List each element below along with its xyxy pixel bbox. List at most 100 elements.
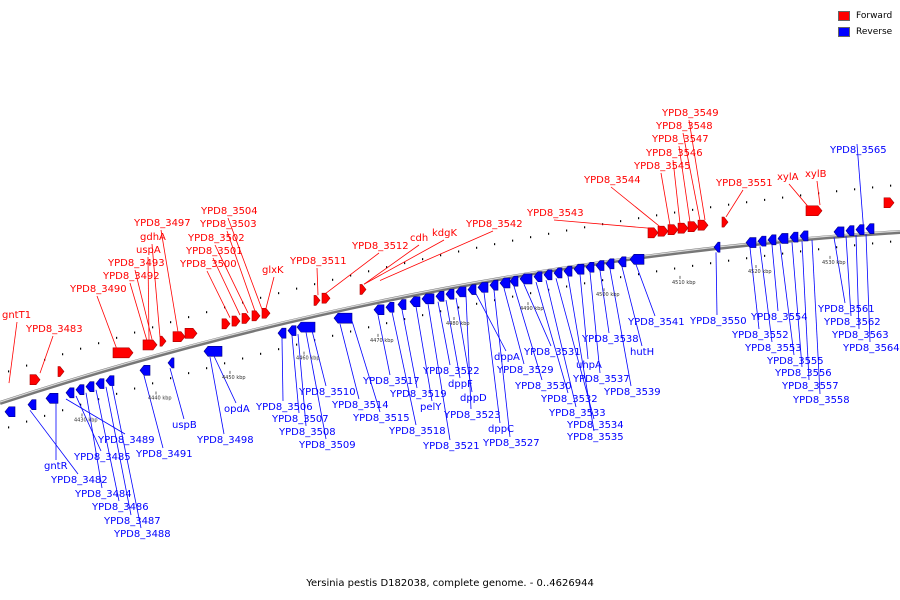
reverse-gene[interactable] [105,375,115,386]
reverse-gene-label[interactable]: YPD8_3561 [817,304,875,315]
forward-gene-label[interactable]: xylB [805,169,827,180]
reverse-gene[interactable] [435,290,445,302]
forward-gene[interactable] [261,307,271,319]
reverse-gene-label[interactable]: YPD8_3535 [566,432,624,443]
reverse-gene-label[interactable]: YPD8_3527 [482,438,540,449]
reverse-gene-label[interactable]: YPD8_3521 [422,441,480,452]
reverse-gene-label[interactable]: YPD8_3514 [331,400,389,411]
reverse-gene-label[interactable]: YPD8_3538 [581,334,639,345]
reverse-gene[interactable] [4,406,16,418]
legend-forward[interactable]: Forward [838,8,892,24]
reverse-gene-label[interactable]: YPD8_3517 [362,376,420,387]
reverse-gene[interactable] [865,223,875,234]
forward-gene[interactable] [687,221,699,232]
forward-gene[interactable] [251,310,261,322]
forward-gene[interactable] [883,197,895,209]
forward-gene[interactable] [221,318,231,330]
reverse-gene[interactable] [27,399,37,410]
forward-gene-label[interactable]: YPD8_3551 [715,178,773,189]
forward-gene-label[interactable]: YPD8_3543 [526,208,584,219]
reverse-gene[interactable] [45,393,59,404]
reverse-gene[interactable] [139,365,151,376]
forward-gene[interactable] [667,224,679,235]
forward-gene[interactable] [184,328,198,339]
forward-gene[interactable] [231,315,241,327]
reverse-gene[interactable] [789,231,799,243]
reverse-gene-label[interactable]: hutH [630,347,654,358]
reverse-gene-label[interactable]: YPD8_3519 [389,389,447,400]
reverse-gene[interactable] [421,293,435,305]
forward-gene-label[interactable]: YPD8_3549 [661,108,719,119]
reverse-gene-label[interactable]: YPD8_3553 [744,343,802,354]
reverse-gene-label[interactable]: YPD8_3556 [774,368,832,379]
reverse-gene-label[interactable]: YPD8_3487 [103,516,161,527]
forward-gene-label[interactable]: YPD8_3503 [199,219,257,230]
forward-gene-label[interactable]: YPD8_3501 [185,246,243,257]
forward-gene[interactable] [29,374,41,386]
reverse-gene-label[interactable]: YPD8_3532 [540,394,598,405]
reverse-gene[interactable] [489,279,499,291]
reverse-gene[interactable] [533,271,543,282]
reverse-gene[interactable] [203,345,223,357]
reverse-gene-label[interactable]: YPD8_3552 [731,330,789,341]
forward-gene[interactable] [241,313,251,324]
reverse-gene-label[interactable]: YPD8_3498 [196,435,254,446]
reverse-gene-label[interactable]: dppD [460,393,487,404]
reverse-gene[interactable] [445,288,455,300]
reverse-gene-label[interactable]: YPD8_3522 [422,366,480,377]
reverse-gene-label[interactable]: YPD8_3537 [572,374,630,385]
reverse-gene-label[interactable]: YPD8_3518 [388,426,446,437]
forward-gene-label[interactable]: gdhA [140,232,166,243]
reverse-gene[interactable] [595,260,605,271]
forward-gene-label[interactable]: YPD8_3504 [200,206,258,217]
forward-gene-label[interactable]: YPD8_3547 [651,134,709,145]
forward-gene-label[interactable]: YPD8_3502 [187,233,245,244]
reverse-gene[interactable] [65,387,75,399]
reverse-gene-label[interactable]: YPD8_3534 [566,420,624,431]
reverse-gene[interactable] [553,267,563,279]
reverse-gene-label[interactable]: opdA [224,404,250,415]
reverse-gene-label[interactable]: YPD8_3563 [831,330,889,341]
reverse-gene[interactable] [373,304,385,316]
forward-gene[interactable] [313,295,321,306]
forward-gene-label[interactable]: YPD8_3493 [107,258,165,269]
forward-gene-label[interactable]: YPD8_3483 [25,324,83,335]
reverse-gene[interactable] [799,230,809,242]
reverse-gene-label[interactable]: gntR [44,461,68,472]
forward-gene-label[interactable]: YPD8_3492 [102,271,160,282]
reverse-gene-label[interactable]: pelY [420,402,442,413]
reverse-gene-label[interactable]: YPD8_3541 [627,317,685,328]
reverse-gene-label[interactable]: YPD8_3533 [548,408,606,419]
reverse-gene-label[interactable]: YPD8_3564 [842,343,900,354]
forward-gene[interactable] [677,222,689,234]
reverse-gene[interactable] [605,258,615,270]
reverse-gene[interactable] [509,275,519,287]
reverse-gene-label[interactable]: dppC [488,424,514,435]
forward-gene-label[interactable]: cdh [410,233,428,244]
reverse-gene-label[interactable]: YPD8_3482 [50,475,108,486]
forward-gene-label[interactable]: uspA [136,245,161,256]
reverse-gene-label[interactable]: uspB [172,420,197,431]
forward-gene-label[interactable]: glxK [262,265,284,276]
forward-gene-label[interactable]: YPD8_3542 [465,219,523,230]
forward-gene-label[interactable]: kdgK [432,228,457,239]
forward-gene[interactable] [697,219,709,231]
reverse-gene[interactable] [467,284,477,295]
reverse-gene[interactable] [296,321,316,333]
reverse-gene-label[interactable]: YPD8_3554 [750,312,808,323]
reverse-gene[interactable] [563,265,573,277]
reverse-gene[interactable] [167,357,175,369]
reverse-gene[interactable] [713,241,721,253]
forward-gene[interactable] [142,339,158,351]
reverse-gene[interactable] [629,254,645,265]
reverse-gene-label[interactable]: YPD8_3523 [443,410,501,421]
forward-gene[interactable] [647,227,659,239]
reverse-gene[interactable] [85,381,95,392]
forward-gene[interactable] [57,366,65,377]
reverse-gene-label[interactable]: YPD8_3484 [74,489,132,500]
reverse-gene[interactable] [519,273,533,285]
reverse-gene-label[interactable]: YPD8_3530 [514,381,572,392]
reverse-gene-label[interactable]: YPD8_3486 [91,502,149,513]
legend-reverse[interactable]: Reverse [838,24,892,40]
forward-gene-label[interactable]: YPD8_3490 [69,284,127,295]
